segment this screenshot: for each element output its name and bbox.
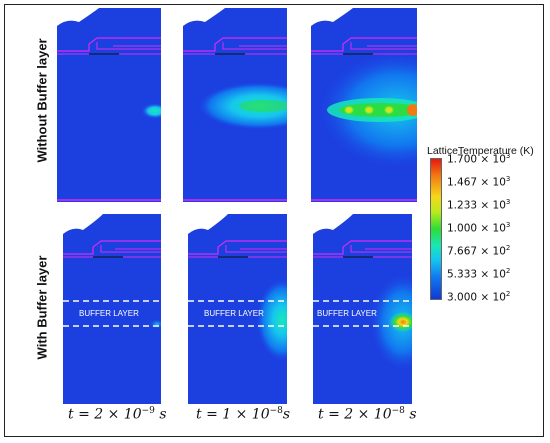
legend-tick: 1.467 × 103 bbox=[447, 175, 511, 189]
panel-no-buffer-t1 bbox=[57, 6, 161, 202]
panel-buffer-t3: BUFFER LAYER bbox=[313, 212, 412, 404]
panel-no-buffer-t2 bbox=[183, 6, 287, 202]
figure-frame bbox=[4, 4, 544, 437]
buffer-layer-label-3: BUFFER LAYER bbox=[317, 309, 377, 318]
legend-tick: 5.333 × 102 bbox=[447, 267, 511, 281]
panel-buffer-t1: BUFFER LAYER bbox=[63, 212, 161, 404]
legend-tick: 3.000 × 102 bbox=[447, 290, 511, 304]
legend-tick: 1.700 × 103 bbox=[447, 152, 511, 166]
row-label-without-buffer: Without Buffer layer bbox=[34, 38, 50, 163]
legend-title: LatticeTemperature (K) bbox=[427, 145, 534, 157]
legend-tick: 1.000 × 103 bbox=[447, 221, 511, 235]
time-caption-2: t = 1 × 10−8s bbox=[196, 406, 291, 423]
buffer-layer-label-1: BUFFER LAYER bbox=[79, 309, 139, 318]
time-caption-3: t = 2 × 10−8 s bbox=[318, 406, 417, 423]
panel-buffer-t2: BUFFER LAYER bbox=[188, 212, 287, 404]
buffer-layer-label-2: BUFFER LAYER bbox=[204, 309, 264, 318]
legend-tick: 7.667 × 102 bbox=[447, 244, 511, 258]
time-caption-1: t = 2 × 10−9 s bbox=[68, 406, 167, 423]
legend-tick: 1.233 × 103 bbox=[447, 198, 511, 212]
legend-color-bar bbox=[430, 158, 442, 300]
panel-no-buffer-t3 bbox=[311, 6, 417, 202]
row-label-with-buffer: With Buffer layer bbox=[34, 255, 50, 360]
